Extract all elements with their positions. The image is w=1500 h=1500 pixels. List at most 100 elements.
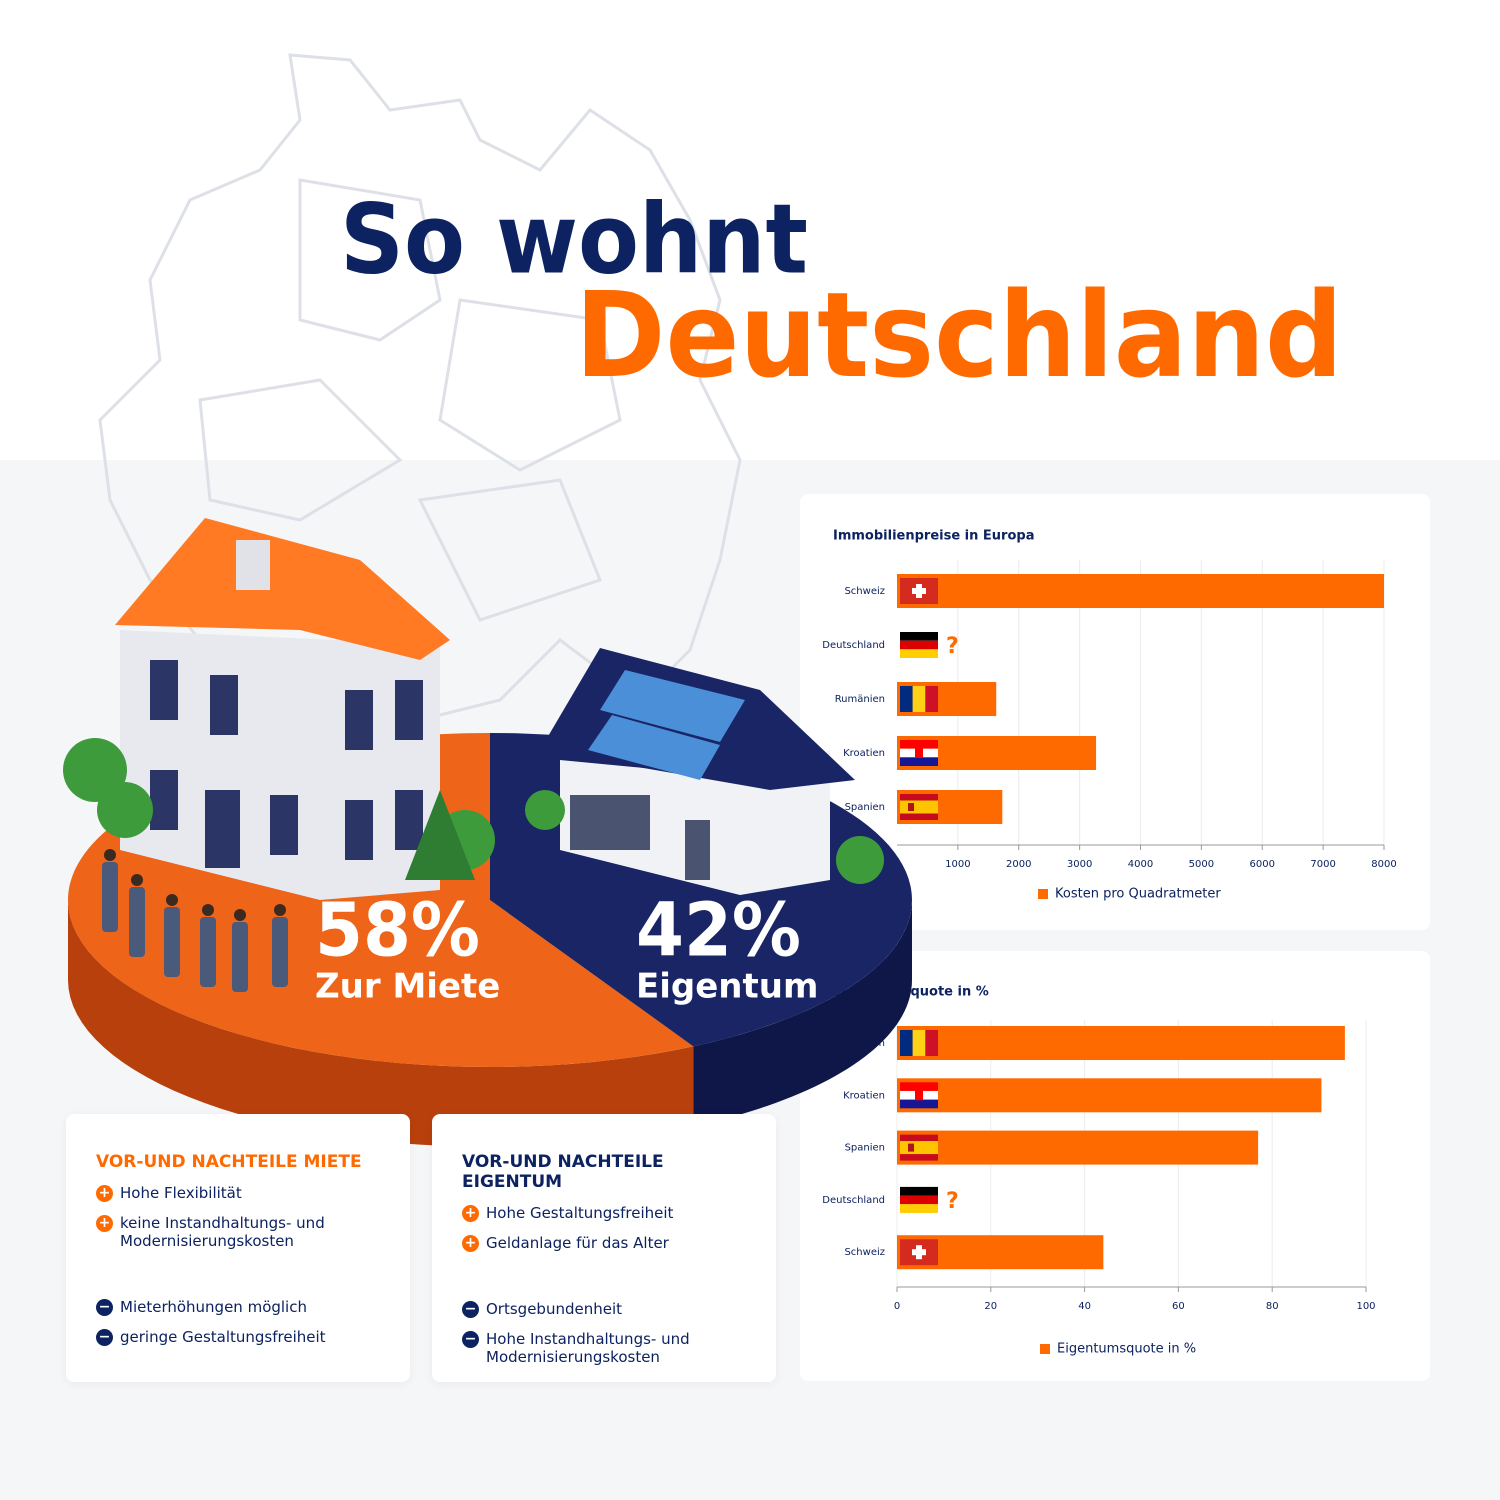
bar	[897, 1078, 1322, 1113]
flag-part	[912, 588, 926, 594]
x-tick-label: 3000	[1067, 859, 1092, 870]
tree	[836, 836, 884, 884]
window	[570, 795, 650, 850]
minus-icon: −	[462, 1301, 479, 1318]
door	[685, 820, 710, 880]
person-head	[104, 849, 116, 861]
card-title: VOR-UND NACHTEILE MIETE	[96, 1152, 362, 1172]
flag-part	[925, 686, 938, 712]
x-tick-label: 20	[984, 1301, 997, 1312]
flag-part	[900, 1141, 938, 1155]
x-tick-label: 2000	[1006, 859, 1031, 870]
person-body	[232, 922, 248, 992]
flag	[900, 686, 938, 712]
flag-part	[900, 1134, 938, 1142]
house-roof	[115, 518, 450, 660]
x-tick-label: 5000	[1189, 859, 1214, 870]
solar	[600, 670, 745, 742]
bar	[897, 1130, 1259, 1165]
pro-item: + Hohe Gestaltungsfreiheit	[462, 1204, 756, 1222]
person-body	[272, 917, 288, 987]
flag-part	[908, 1143, 914, 1152]
flag-part	[900, 757, 938, 766]
flag	[900, 1186, 938, 1213]
person-body	[164, 907, 180, 977]
y-tick-label: Spanien	[845, 802, 885, 813]
flag-part	[900, 794, 938, 801]
window	[395, 790, 423, 850]
minus-icon: −	[462, 1331, 479, 1348]
con-item: − Hohe Instandhaltungs- und Modernisierun…	[462, 1330, 756, 1366]
flag-part	[900, 1195, 938, 1205]
y-tick-label: Deutschland	[822, 640, 885, 651]
person-head	[131, 874, 143, 886]
value-label: ?	[946, 1189, 959, 1214]
flag-part	[900, 740, 938, 749]
x-tick-label: 80	[1266, 1301, 1279, 1312]
flag-part	[900, 1030, 913, 1056]
item-text: Ortsgebundenheit	[486, 1300, 622, 1318]
tree	[97, 782, 153, 838]
y-tick-label: Spanien	[845, 1143, 885, 1154]
flag	[900, 1082, 938, 1109]
item-text: Geldanlage für das Alter	[486, 1234, 669, 1252]
pro-item: + Hohe Flexibilität	[96, 1184, 390, 1202]
person-head	[166, 894, 178, 906]
solar	[588, 715, 720, 780]
person-head	[202, 904, 214, 916]
flag	[900, 794, 938, 820]
pie-category-label: Eigentum	[636, 967, 818, 1007]
illustration	[63, 518, 884, 992]
y-tick-label: Kroatien	[843, 1090, 885, 1101]
x-tick-label: 100	[1356, 1301, 1375, 1312]
flag	[900, 578, 938, 604]
bar	[897, 1026, 1345, 1060]
x-tick-label: 6000	[1250, 859, 1275, 870]
window	[270, 795, 298, 855]
flag-part	[912, 1030, 926, 1056]
plus-icon: +	[462, 1235, 479, 1252]
plus-icon: +	[462, 1205, 479, 1222]
flag-part	[912, 686, 926, 712]
person-head	[234, 909, 246, 921]
window	[210, 675, 238, 735]
legend-label: Kosten pro Quadratmeter	[1055, 887, 1221, 902]
item-text: Hohe Flexibilität	[120, 1184, 242, 1202]
pie-chart: 58%Zur Miete 42%Eigentum	[63, 518, 913, 1147]
flag-part	[912, 1249, 926, 1256]
door	[205, 790, 240, 868]
title-line1: So wohnt	[340, 183, 808, 295]
pie-value-label: 58%	[315, 888, 480, 974]
pie-value-label: 42%	[636, 888, 801, 974]
spacer	[462, 1264, 756, 1300]
flag	[900, 740, 938, 766]
flag-part	[900, 632, 938, 641]
minus-icon: −	[96, 1299, 113, 1316]
flag-part	[900, 640, 938, 650]
pie-side	[68, 900, 694, 1147]
con-item: − Mieterhöhungen möglich	[96, 1298, 390, 1316]
con-item: − geringe Gestaltungsfreiheit	[96, 1328, 390, 1346]
title-line2: Deutschland	[575, 266, 1343, 404]
flag-part	[915, 748, 923, 758]
pie-side	[693, 900, 912, 1127]
flag-part	[900, 1099, 938, 1109]
tree	[525, 790, 565, 830]
flag-part	[915, 1090, 923, 1101]
x-tick-label: 7000	[1310, 859, 1335, 870]
person-head	[274, 904, 286, 916]
item-text: keine Instandhaltungs- und Modernisierun…	[120, 1214, 325, 1250]
item-text: Hohe Instandhaltungs- und Modernisierung…	[486, 1330, 690, 1366]
item-text: Mieterhöhungen möglich	[120, 1298, 307, 1316]
x-tick-label: 8000	[1371, 859, 1396, 870]
window	[345, 800, 373, 860]
flag	[900, 1030, 938, 1056]
flag	[900, 1239, 938, 1266]
y-tick-label: Kroatien	[843, 748, 885, 759]
minus-icon: −	[96, 1329, 113, 1346]
spacer	[96, 1262, 390, 1298]
flag-part	[900, 1154, 938, 1161]
flag-part	[900, 800, 938, 814]
